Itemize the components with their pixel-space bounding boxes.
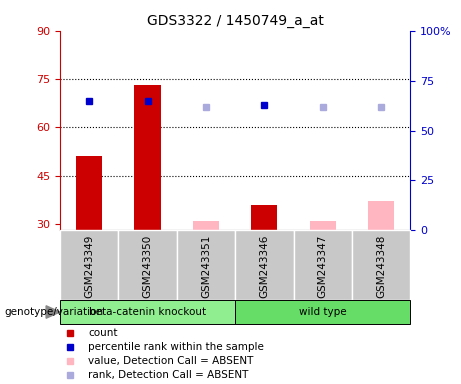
Bar: [118, 230, 177, 300]
Text: value, Detection Call = ABSENT: value, Detection Call = ABSENT: [88, 356, 254, 366]
Bar: [193, 222, 219, 230]
Bar: [76, 156, 102, 230]
Text: GSM243350: GSM243350: [142, 235, 153, 298]
Title: GDS3322 / 1450749_a_at: GDS3322 / 1450749_a_at: [147, 14, 324, 28]
Bar: [235, 300, 410, 324]
Text: beta-catenin knockout: beta-catenin knockout: [89, 307, 206, 317]
Bar: [60, 300, 235, 324]
Text: GSM243346: GSM243346: [259, 235, 269, 298]
Text: wild type: wild type: [299, 307, 347, 317]
Text: GSM243351: GSM243351: [201, 235, 211, 298]
Bar: [310, 222, 336, 230]
Polygon shape: [46, 306, 60, 318]
Text: GSM243347: GSM243347: [318, 235, 328, 298]
Bar: [294, 230, 352, 300]
Bar: [135, 86, 161, 230]
Text: percentile rank within the sample: percentile rank within the sample: [88, 342, 264, 352]
Text: GSM243348: GSM243348: [376, 235, 386, 298]
Text: count: count: [88, 328, 118, 338]
Bar: [251, 205, 278, 230]
Text: rank, Detection Call = ABSENT: rank, Detection Call = ABSENT: [88, 370, 248, 380]
Bar: [60, 230, 118, 300]
Text: genotype/variation: genotype/variation: [5, 307, 104, 317]
Bar: [368, 202, 394, 230]
Bar: [235, 230, 294, 300]
Text: GSM243349: GSM243349: [84, 235, 94, 298]
Bar: [352, 230, 410, 300]
Bar: [177, 230, 235, 300]
